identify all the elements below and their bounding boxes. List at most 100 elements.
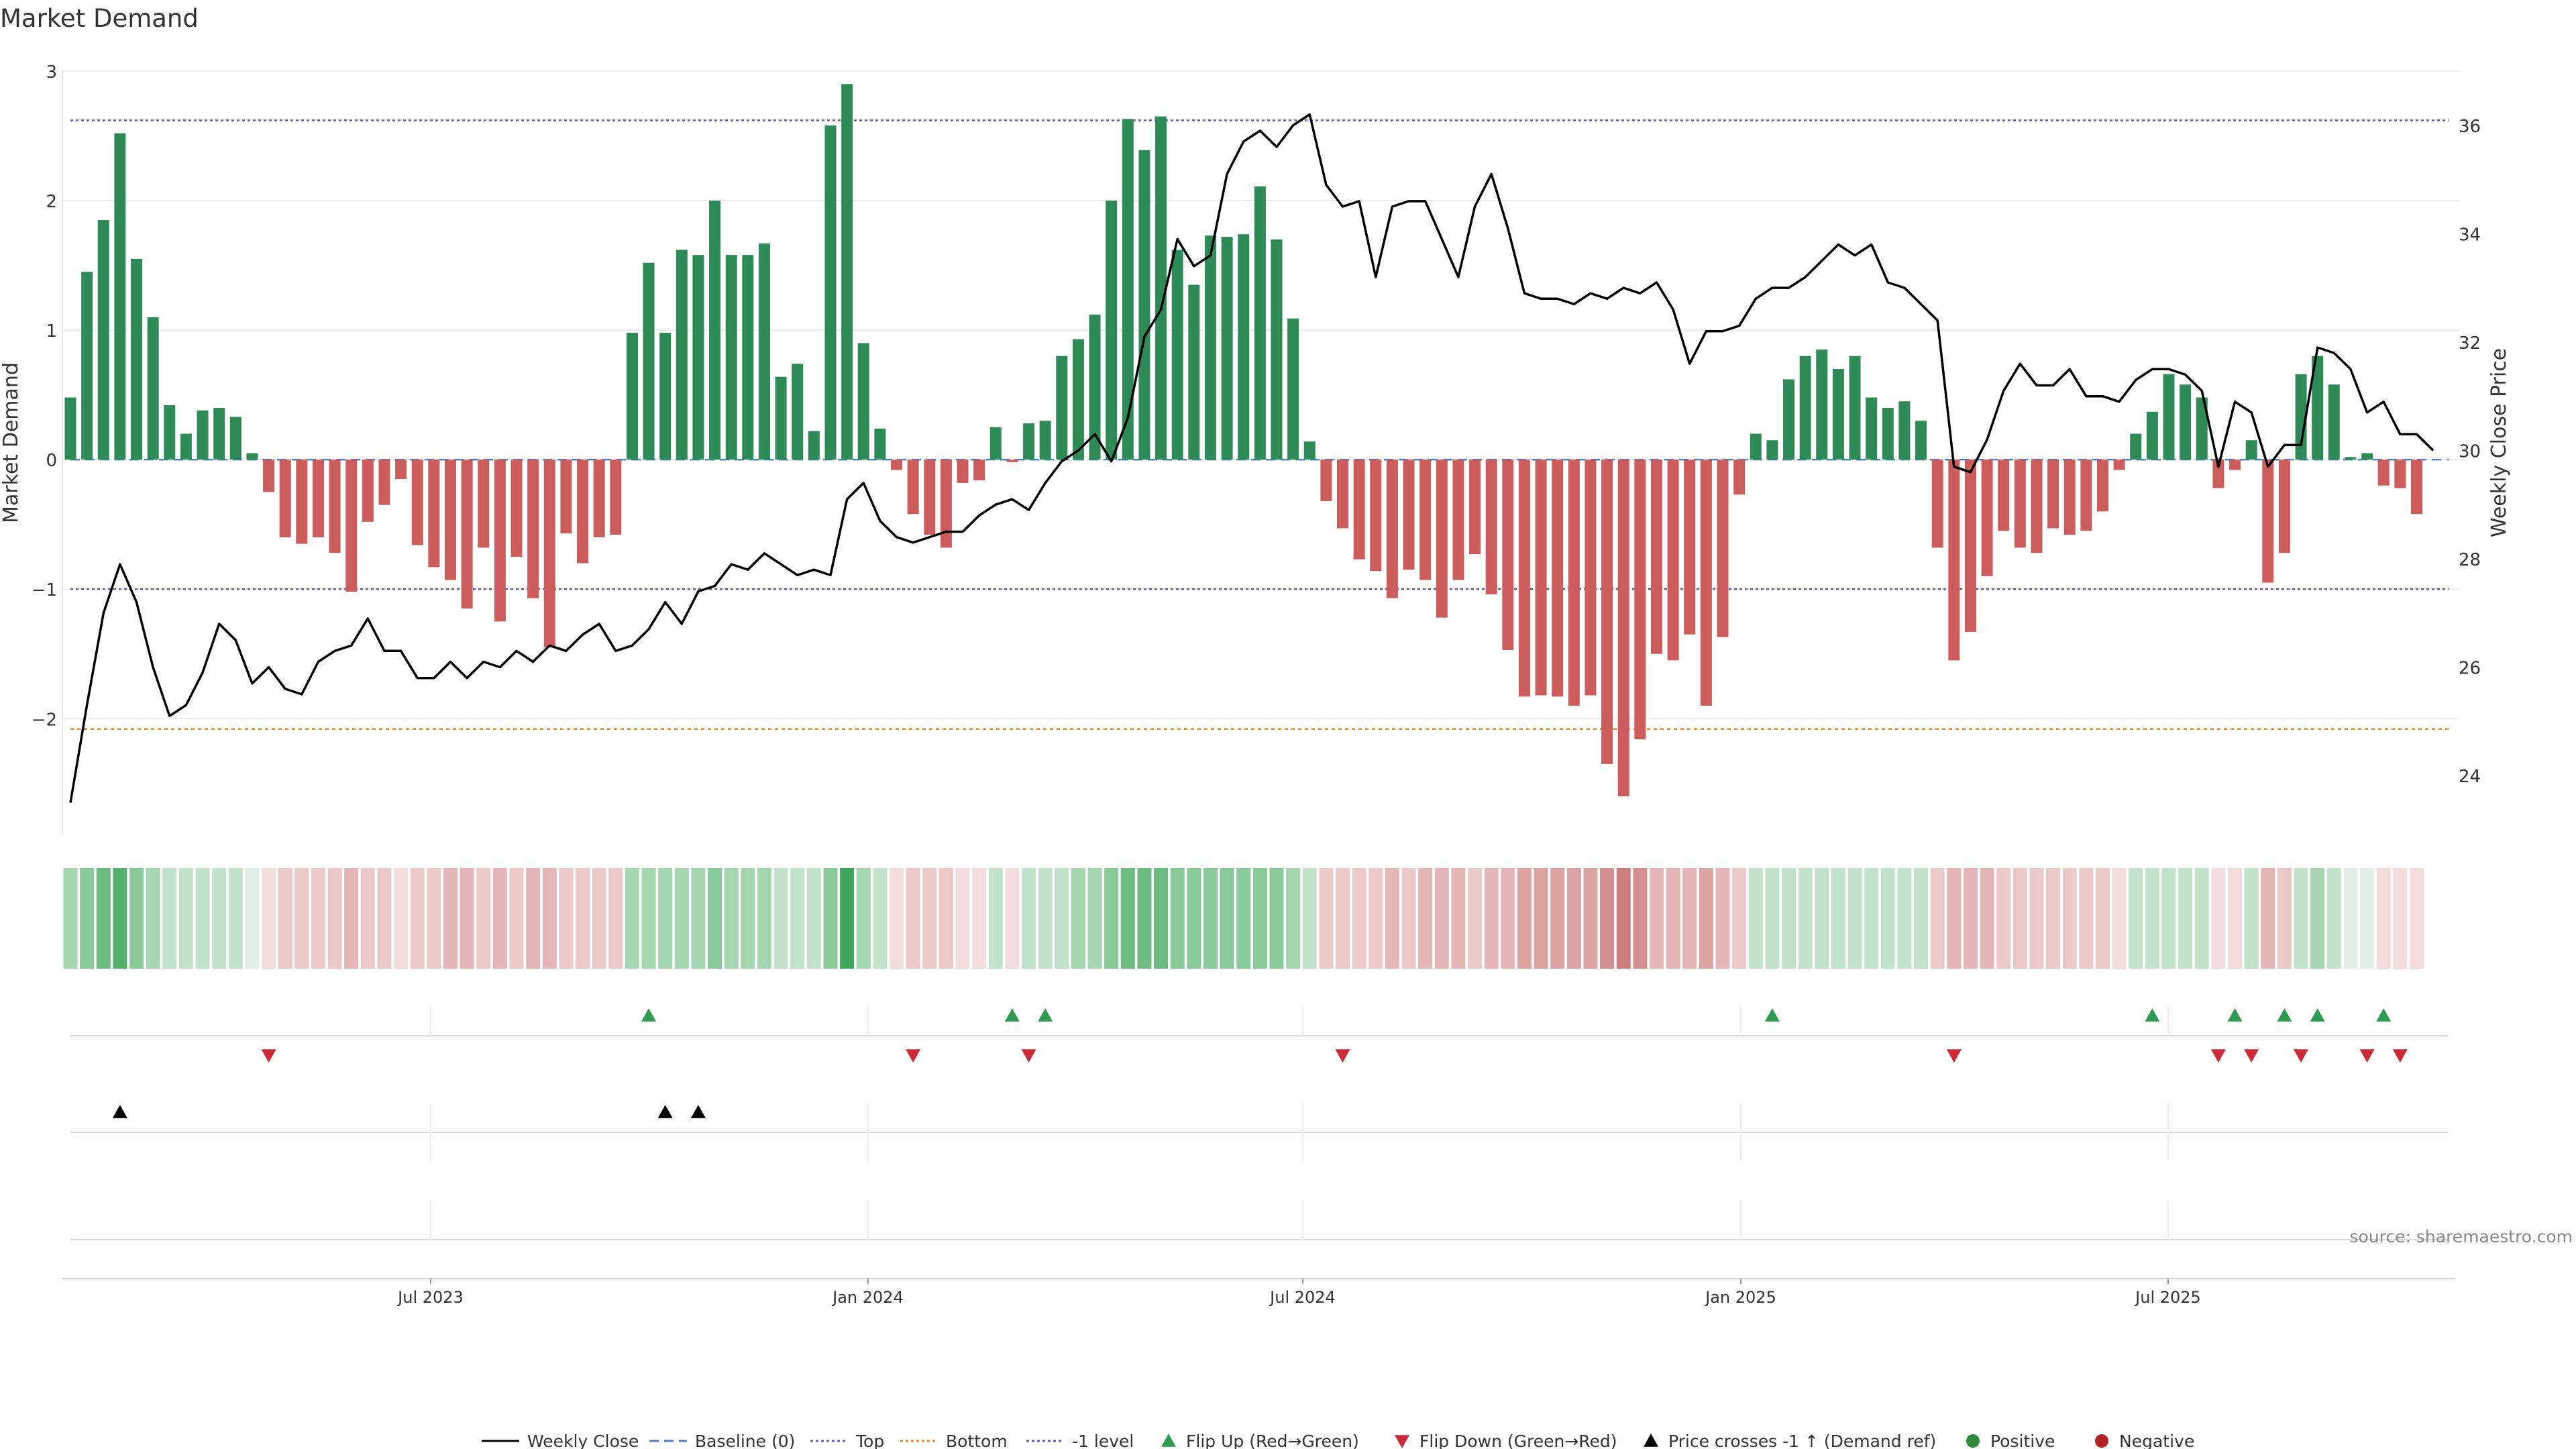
heatmap-cell [1765,868,1780,969]
heatmap-cell [1187,868,1201,969]
flip-up-marker [2227,1008,2243,1022]
demand-bar-negative [1436,460,1448,618]
heatmap-cell [576,868,590,969]
demand-bar-negative [395,460,407,480]
demand-bar-positive [1799,356,1811,460]
demand-bar-positive [180,433,192,460]
heatmap-cell [856,868,871,969]
legend-label: -1 level [1072,1432,1134,1449]
weekly-close-line [69,113,2434,803]
left-tick-label: −2 [32,710,57,730]
demand-bar-negative [1403,460,1415,570]
heatmap-cell [1649,868,1664,969]
demand-bar-negative [296,460,308,544]
heatmap-cell [2310,868,2325,969]
demand-bar-negative [560,460,572,534]
demand-bar-negative [543,460,555,648]
heatmap-cell [509,868,524,969]
heatmap-cell [1517,868,1532,969]
heatmap-cell [327,868,342,969]
demand-bar-positive [1188,284,1200,460]
demand-bar-negative [1667,460,1679,661]
heatmap-cell [988,868,1003,969]
demand-bars [64,84,2422,797]
demand-bar-negative [378,460,390,505]
heatmap-cell [938,868,953,969]
demand-bar-negative [478,460,490,548]
heatmap-cell [1930,868,1945,969]
demand-bar-positive [709,201,721,460]
demand-bar-negative [2229,460,2241,470]
heatmap-cell [1368,868,1383,969]
heatmap-cell [427,868,441,969]
heatmap-cell [1501,868,1515,969]
legend-item: Flip Up (Red→Green) [1161,1432,1359,1449]
legend-label: Flip Up (Red→Green) [1186,1432,1359,1449]
heatmap-cell [2360,868,2375,969]
legend-item: Weekly Close [482,1432,639,1449]
heatmap-cell [2161,868,2176,969]
legend-label: Negative [2119,1432,2194,1449]
heatmap-cell [972,868,987,969]
demand-bar-negative [2080,460,2092,531]
legend: Weekly Close Baseline (0) Top Bottom -1 leve… [482,1432,2194,1449]
heatmap-cell [1566,868,1581,969]
legend-label: Price crosses -1 ↑ (Demand ref) [1668,1432,1936,1449]
heatmap-cell [2294,868,2308,969]
demand-bar-positive [742,255,754,460]
y-axis-title-right: Weekly Close Price [2487,348,2511,537]
legend-item: -1 level [1026,1432,1134,1449]
heatmap-cell [906,868,920,969]
flip-down-marker [2359,1049,2375,1063]
demand-bar-negative [1617,460,1629,797]
demand-bar-positive [197,410,209,460]
demand-bar-positive [2196,397,2208,460]
flip-up-marker [2145,1008,2160,1022]
demand-bar-positive [808,431,820,460]
heatmap-strip [63,868,2424,969]
heatmap-cell [873,868,888,969]
heatmap-cell [608,868,623,969]
flip-up-marker [1004,1008,1020,1022]
legend-swatch [1966,1434,1980,1448]
marker-panels [70,1006,2449,1240]
flip-down-marker [2392,1049,2408,1063]
demand-bar-negative [1700,460,1712,706]
source-label: source: sharemaestro.com [2350,1227,2573,1246]
demand-bar-negative [2014,460,2026,548]
heatmap-cell [890,868,904,969]
legend-label: Weekly Close [527,1432,639,1449]
heatmap-cell [1748,868,1763,969]
demand-bar-positive [1783,379,1795,460]
heatmap-cell [2228,868,2243,969]
demand-bar-negative [1502,460,1514,650]
heatmap-cell [294,868,309,969]
demand-bar-negative [1353,460,1365,559]
heatmap-cell [2409,868,2424,969]
demand-bar-negative [610,460,622,535]
heatmap-cell [2211,868,2226,969]
left-tick-label: −1 [32,580,57,600]
demand-bar-positive [874,428,886,460]
demand-bar-positive [758,243,770,460]
demand-bar-positive [1106,201,1118,460]
heatmap-cell [1996,868,2011,969]
demand-bar-positive [2328,384,2340,460]
demand-bar-positive [643,262,655,460]
flip-down-marker [2294,1049,2309,1063]
demand-bar-positive [131,258,143,460]
heatmap-cell [212,868,227,969]
demand-bar-negative [577,460,589,564]
demand-bar-positive [792,364,804,460]
demand-bar-negative [2047,460,2059,529]
heatmap-cell [741,868,755,969]
heatmap-cell [1550,868,1565,969]
heatmap-cell [1170,868,1185,969]
demand-bar-negative [973,460,985,481]
heatmap-cell [1137,868,1152,969]
demand-bar-positive [2312,356,2324,460]
demand-bar-positive [1766,440,1778,460]
demand-bar-positive [2361,453,2373,460]
demand-bar-positive [1866,397,1878,460]
demand-bar-positive [2345,457,2357,460]
